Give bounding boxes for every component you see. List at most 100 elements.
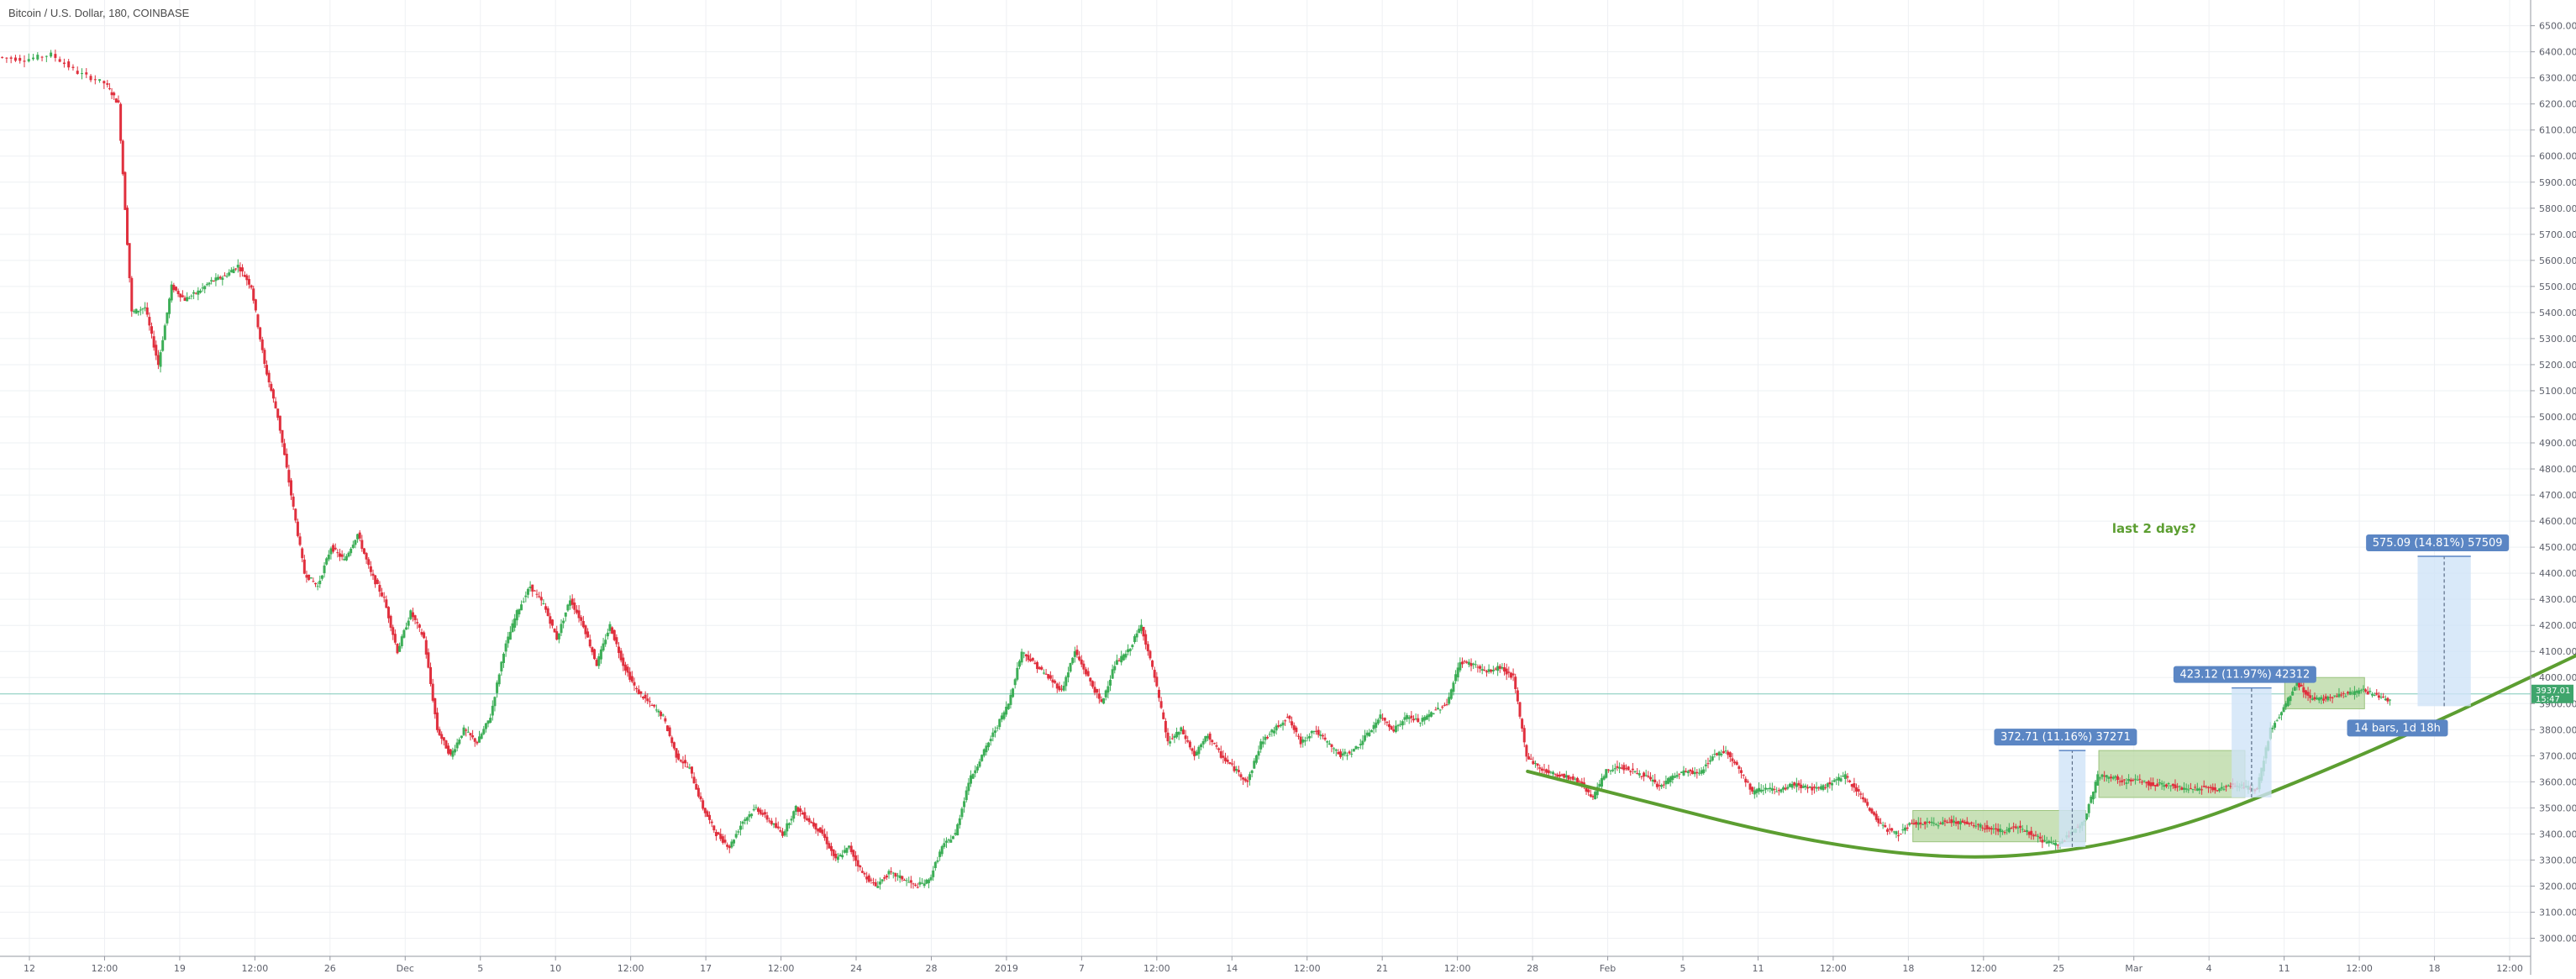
candle-body	[2032, 834, 2035, 837]
candle-body	[1285, 717, 1289, 718]
candle-body	[320, 575, 323, 579]
y-tick-label: 6000.00	[2539, 151, 2576, 162]
candle-body	[247, 279, 250, 285]
candle-body	[1695, 771, 1699, 774]
candle-body	[1310, 730, 1313, 734]
candle-body	[1434, 709, 1438, 711]
candle-body	[1682, 770, 1685, 776]
candle-body	[1660, 785, 1664, 787]
candle-body	[378, 585, 381, 592]
candle-body	[794, 806, 797, 812]
candle-body	[890, 871, 893, 872]
candle-body	[1201, 740, 1205, 745]
candle-body	[1897, 835, 1900, 837]
candle-body	[812, 822, 815, 827]
candle-body	[2337, 693, 2341, 697]
candle-body	[657, 710, 660, 713]
candle-body	[1058, 686, 1061, 691]
candle-body	[1250, 770, 1254, 774]
time-axis[interactable]: 12 12:00 19 12:00 26 Dec 5 10 12:00 17 12:00 24 28 20…	[0, 955, 2531, 974]
candle-body	[902, 879, 906, 881]
candle-body	[1964, 822, 1967, 824]
candle-body	[1673, 776, 1676, 778]
candle-body	[338, 553, 341, 557]
candle-body	[263, 350, 266, 364]
candle-body	[1819, 786, 1822, 790]
candle-body	[454, 749, 457, 753]
candle-body	[1217, 748, 1221, 750]
candle-body	[2014, 826, 2017, 829]
candle-body	[1, 56, 4, 58]
candle-body	[1773, 788, 1776, 790]
candle-body	[438, 729, 441, 735]
candle-body	[2302, 687, 2305, 692]
x-tick-label: 28	[1527, 963, 1538, 974]
candle-body	[2085, 813, 2089, 820]
x-tick-label: Feb	[1600, 963, 1616, 974]
candle-body	[1452, 682, 1455, 692]
candle-body	[623, 664, 627, 671]
candle-body	[1312, 730, 1316, 732]
candle-body	[1337, 751, 1340, 755]
candle-body	[991, 732, 995, 737]
candle-body	[2202, 786, 2205, 787]
x-tick-label: 10	[549, 963, 561, 974]
candle-body	[424, 640, 428, 655]
x-tick-label: 24	[850, 963, 862, 974]
candle-body	[1828, 782, 1832, 785]
candle-body	[1722, 750, 1725, 754]
candle-body	[489, 718, 492, 723]
candle-body	[343, 559, 346, 561]
candle-body	[1602, 776, 1606, 780]
candle-body	[763, 812, 766, 815]
candle-body	[2331, 697, 2334, 698]
price-axis[interactable]: 6500.00 6400.00 6300.00 6200.00 6100.00 6000.…	[2530, 0, 2576, 975]
candle-body	[270, 383, 273, 391]
candle-body	[1222, 755, 1225, 758]
candle-body	[1735, 761, 1738, 766]
candle-body	[398, 645, 402, 652]
candle-body	[1418, 722, 1422, 724]
candle-body	[243, 275, 246, 277]
candle-body	[1636, 772, 1639, 774]
candle-body	[1044, 673, 1048, 675]
last-price-value: 3937.01	[2536, 687, 2570, 696]
candle-body	[2163, 785, 2166, 787]
candle-body	[726, 845, 729, 847]
y-tick-label: 5200.00	[2539, 360, 2576, 371]
candle-body	[1620, 767, 1623, 769]
candle-body	[1622, 765, 1626, 771]
candle-body	[1417, 718, 1420, 723]
candle-body	[1658, 785, 1661, 787]
candle-body	[1200, 744, 1203, 748]
y-tick-label: 5300.00	[2539, 334, 2576, 345]
candle-body	[932, 870, 935, 877]
candle-body	[252, 288, 255, 301]
candle-body	[2226, 785, 2230, 787]
candle-body	[1033, 662, 1037, 665]
candle-body	[1327, 743, 1331, 745]
candle-body	[181, 295, 184, 297]
candle-body	[1533, 762, 1537, 764]
candle-body	[1859, 793, 1863, 795]
candle-body	[260, 339, 264, 350]
candle-body	[1916, 822, 1920, 825]
candle-body	[1713, 753, 1716, 755]
candle-body	[1596, 787, 1599, 796]
candle-body	[1339, 751, 1343, 757]
y-tick-label: 3300.00	[2539, 855, 2576, 866]
candle-body	[538, 596, 541, 597]
candle-body	[1102, 697, 1106, 704]
candle-body	[1467, 661, 1470, 665]
parabolic-curve	[1526, 653, 2576, 859]
candle-body	[50, 52, 53, 57]
candle-body	[113, 92, 116, 96]
candle-body	[1233, 766, 1236, 771]
candle-body	[1266, 737, 1270, 739]
candle-body	[1364, 735, 1367, 741]
candle-body	[1235, 769, 1238, 771]
candle-body	[1996, 829, 2000, 832]
candle-body	[1691, 771, 1695, 775]
candle-body	[1175, 731, 1179, 738]
